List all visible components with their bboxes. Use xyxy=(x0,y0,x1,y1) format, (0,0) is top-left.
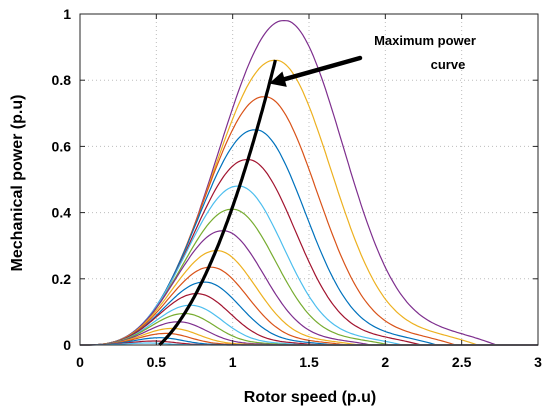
x-tick-label: 1 xyxy=(229,354,237,370)
x-tick-label: 1.5 xyxy=(299,354,319,370)
y-tick-label: 0 xyxy=(63,337,71,353)
y-tick-label: 0.8 xyxy=(52,72,72,88)
y-tick-labels: 0 0.2 0.4 0.6 0.8 1 xyxy=(52,6,72,353)
y-tick-label: 0.4 xyxy=(52,205,72,221)
x-tick-label: 2.5 xyxy=(452,354,472,370)
x-tick-label: 3 xyxy=(534,354,542,370)
annotation-label-line1: Maximum power xyxy=(374,33,476,48)
x-tick-label: 2 xyxy=(381,354,389,370)
y-tick-label: 1 xyxy=(63,6,71,22)
annotation-arrowhead xyxy=(269,71,287,87)
x-axis-title: Rotor speed (p.u) xyxy=(244,389,376,406)
maximum-power-curve xyxy=(158,59,277,347)
annotation-arrow xyxy=(282,55,363,82)
tick-layer xyxy=(79,13,539,346)
y-tick-label: 0.6 xyxy=(52,138,72,154)
annotation-label-line2: curve xyxy=(431,57,466,72)
power-curve-series xyxy=(80,304,538,346)
x-tick-label: 0.5 xyxy=(147,354,167,370)
grid-layer xyxy=(80,14,538,345)
x-tick-label: 0 xyxy=(76,354,84,370)
power-curve-series xyxy=(80,208,538,346)
y-tick-label: 0.2 xyxy=(52,271,72,287)
x-tick-labels: 0 0.5 1 1.5 2 2.5 3 xyxy=(76,354,542,370)
y-axis-title: Mechanical power (p.u) xyxy=(9,95,26,272)
